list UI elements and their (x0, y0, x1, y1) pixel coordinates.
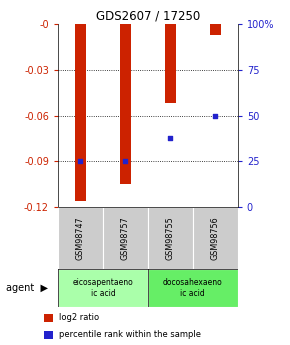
Bar (75, 24, 86, 201)
Bar (148, 207, 193, 269)
Bar (165, 24, 176, 104)
Bar (148, 269, 238, 307)
Bar (193, 207, 238, 269)
Bar (120, 24, 131, 184)
Bar (103, 207, 148, 269)
Text: percentile rank within the sample: percentile rank within the sample (59, 330, 201, 339)
Bar (44, 331, 53, 339)
Text: GSM98755: GSM98755 (166, 216, 175, 260)
Bar (58, 269, 148, 307)
Text: GSM98757: GSM98757 (121, 216, 130, 260)
Text: GSM98747: GSM98747 (76, 216, 85, 260)
Point (213, 113, 218, 118)
Text: docosahexaeno
ic acid: docosahexaeno ic acid (163, 278, 223, 298)
Point (168, 135, 173, 140)
Bar (58, 207, 103, 269)
Text: agent  ▶: agent ▶ (6, 283, 48, 293)
Point (78, 159, 83, 164)
Text: GSM98756: GSM98756 (211, 216, 220, 260)
Title: GDS2607 / 17250: GDS2607 / 17250 (96, 10, 200, 23)
Text: log2 ratio: log2 ratio (59, 313, 99, 322)
Point (123, 159, 128, 164)
Bar (44, 314, 53, 322)
Text: eicosapentaeno
ic acid: eicosapentaeno ic acid (72, 278, 133, 298)
Bar (210, 24, 221, 35)
